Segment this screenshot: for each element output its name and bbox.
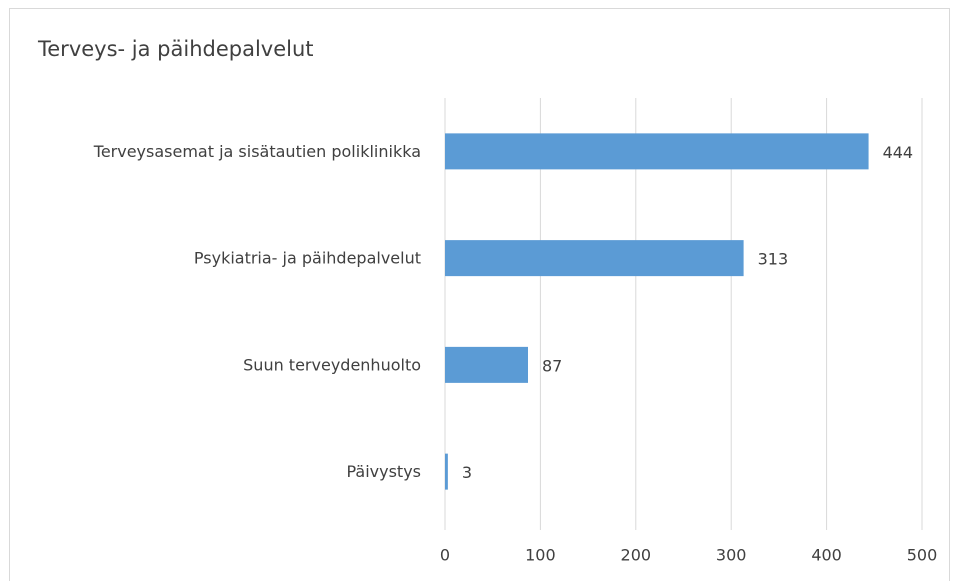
- x-tick-label: 300: [716, 546, 747, 565]
- bar: [445, 240, 744, 277]
- data-label: 444: [883, 143, 914, 162]
- x-tick-label: 200: [621, 546, 652, 565]
- chart-title: Terveys- ja päihdepalvelut: [37, 37, 314, 61]
- bar: [445, 133, 869, 170]
- bar: [445, 453, 448, 490]
- x-tick-label: 0: [440, 546, 450, 565]
- chart-frame: [9, 8, 950, 581]
- x-tick-label: 500: [907, 546, 938, 565]
- data-label: 87: [542, 356, 562, 375]
- data-label: 313: [758, 250, 789, 269]
- x-tick-label: 400: [811, 546, 842, 565]
- y-tick-label: Psykiatria- ja päihdepalvelut: [194, 249, 421, 268]
- x-tick-label: 100: [525, 546, 556, 565]
- y-tick-label: Terveysasemat ja sisätautien poliklinikk…: [93, 142, 421, 161]
- data-label: 3: [462, 463, 472, 482]
- y-tick-label: Päivystys: [346, 462, 421, 481]
- bar: [445, 346, 528, 383]
- y-tick-label: Suun terveydenhuolto: [243, 355, 421, 374]
